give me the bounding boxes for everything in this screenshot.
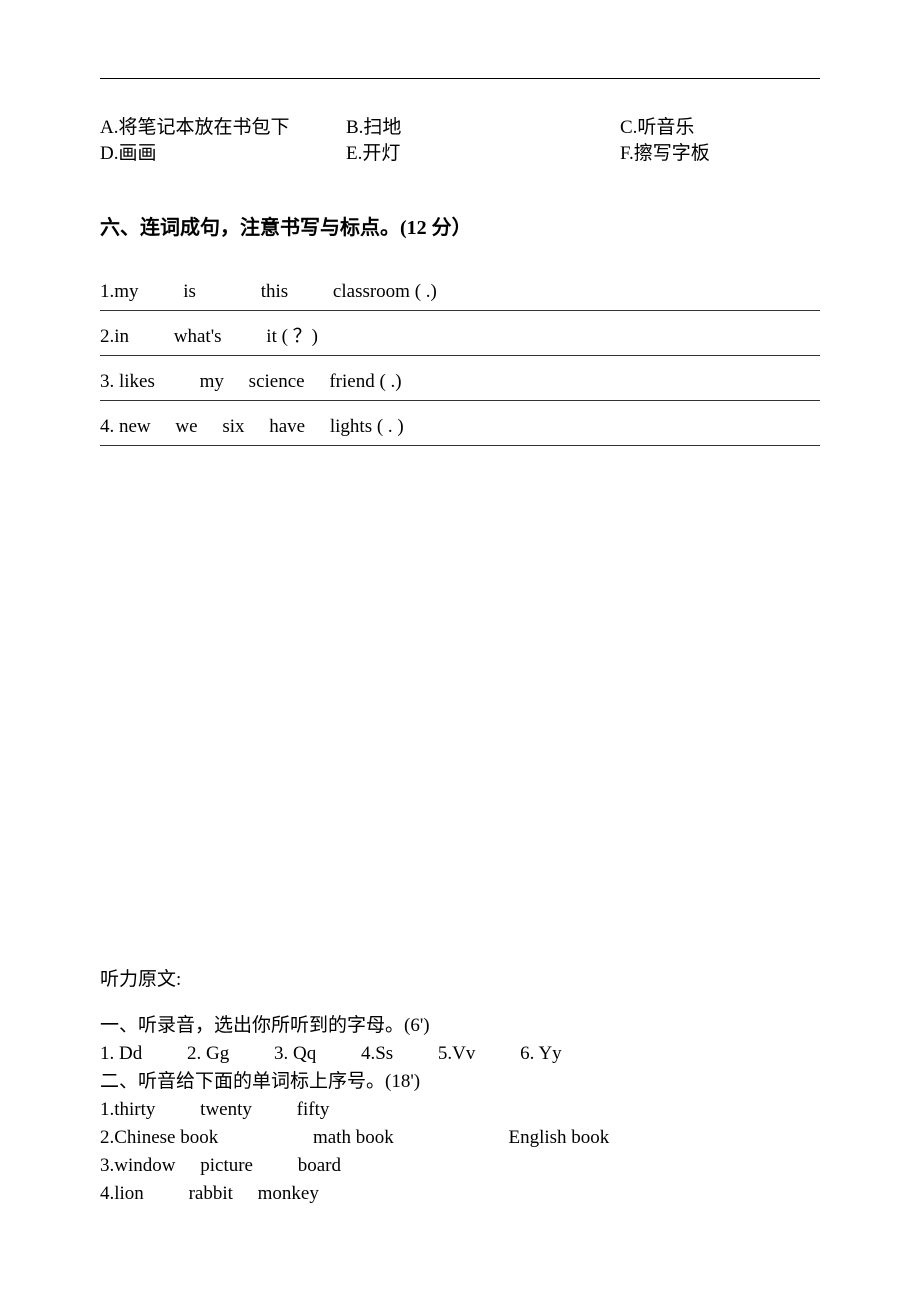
q3-w1: 3. likes [100, 370, 155, 394]
p1-i2: 2. Gg [187, 1040, 229, 1068]
question-3-words: 3. likes my science friend ( .) [100, 370, 820, 400]
q3-answer-line [100, 400, 820, 401]
p2-line2: 2.Chinese book math book English book [100, 1124, 820, 1152]
option-a: A.将笔记本放在书包下 [100, 115, 346, 141]
question-1: 1.my is this classroom ( .) [100, 280, 820, 311]
q4-answer-line [100, 445, 820, 446]
question-4: 4. new we six have lights ( . ) [100, 415, 820, 446]
listening-title: 听力原文: [100, 966, 820, 994]
p2-line1: 1.thirty twenty fifty [100, 1096, 820, 1124]
options-row-2: D.画画 E.开灯 F.擦写字板 [100, 141, 820, 167]
q3-w4: friend ( .) [329, 370, 401, 394]
p2-l4-b: rabbit [189, 1180, 233, 1208]
p1-i1: 1. Dd [100, 1040, 142, 1068]
q1-w3: this [261, 280, 288, 304]
section-6-heading: 六、连词成句，注意书写与标点。(12 分） [100, 211, 820, 240]
question-2: 2.in what's it ( ？) [100, 325, 820, 356]
q2-w2: what's [174, 325, 222, 349]
question-1-words: 1.my is this classroom ( .) [100, 280, 820, 310]
option-f: F.擦写字板 [620, 141, 820, 167]
p2-l3-c: board [298, 1152, 341, 1180]
listening-part1-heading: 一、听录音，选出你所听到的字母。(6') [100, 1012, 820, 1040]
option-b: B.扫地 [346, 115, 620, 141]
listening-part1-items: 1. Dd 2. Gg 3. Qq 4.Ss 5.Vv 6. Yy [100, 1040, 820, 1068]
q2-answer-line [100, 355, 820, 356]
p2-l2-b: math book [313, 1124, 394, 1152]
q4-w1: 4. new [100, 415, 151, 439]
p2-l3-a: 3.window [100, 1152, 175, 1180]
p1-i3: 3. Qq [274, 1040, 316, 1068]
p2-l1-c: fifty [297, 1096, 330, 1124]
q4-w2: we [175, 415, 197, 439]
p2-l2-a: 2.Chinese book [100, 1124, 218, 1152]
q4-w5: lights ( . ) [330, 415, 404, 439]
q1-answer-line [100, 310, 820, 311]
q2-w1: 2.in [100, 325, 129, 349]
p2-l4-a: 4.lion [100, 1180, 144, 1208]
p2-l1-b: twenty [200, 1096, 252, 1124]
q1-w4: classroom ( .) [333, 280, 437, 304]
option-c: C.听音乐 [620, 115, 820, 141]
q2-w3: it ( ？) [266, 325, 318, 349]
p2-line3: 3.window picture board [100, 1152, 820, 1180]
p2-l1-a: 1.thirty [100, 1096, 155, 1124]
q4-w4: have [269, 415, 305, 439]
q4-w3: six [222, 415, 244, 439]
q3-w2: my [200, 370, 224, 394]
p2-line4: 4.lion rabbit monkey [100, 1180, 820, 1208]
question-4-words: 4. new we six have lights ( . ) [100, 415, 820, 445]
top-rule [100, 78, 820, 79]
question-2-words: 2.in what's it ( ？) [100, 325, 820, 355]
q3-w3: science [249, 370, 305, 394]
p1-i6: 6. Yy [520, 1040, 562, 1068]
document-page: A.将笔记本放在书包下 B.扫地 C.听音乐 D.画画 E.开灯 F.擦写字板 … [0, 0, 920, 1302]
q1-w1: 1.my [100, 280, 139, 304]
p2-l2-c: English book [508, 1124, 609, 1152]
p2-l3-b: picture [200, 1152, 253, 1180]
p1-i5: 5.Vv [438, 1040, 475, 1068]
p2-l4-c: monkey [258, 1180, 319, 1208]
question-3: 3. likes my science friend ( .) [100, 370, 820, 401]
option-d: D.画画 [100, 141, 346, 167]
q1-w2: is [183, 280, 196, 304]
listening-section: 听力原文: 一、听录音，选出你所听到的字母。(6') 1. Dd 2. Gg 3… [100, 966, 820, 1208]
option-e: E.开灯 [346, 141, 620, 167]
p1-i4: 4.Ss [361, 1040, 393, 1068]
listening-part2-heading: 二、听音给下面的单词标上序号。(18') [100, 1068, 820, 1096]
options-row-1: A.将笔记本放在书包下 B.扫地 C.听音乐 [100, 115, 820, 141]
